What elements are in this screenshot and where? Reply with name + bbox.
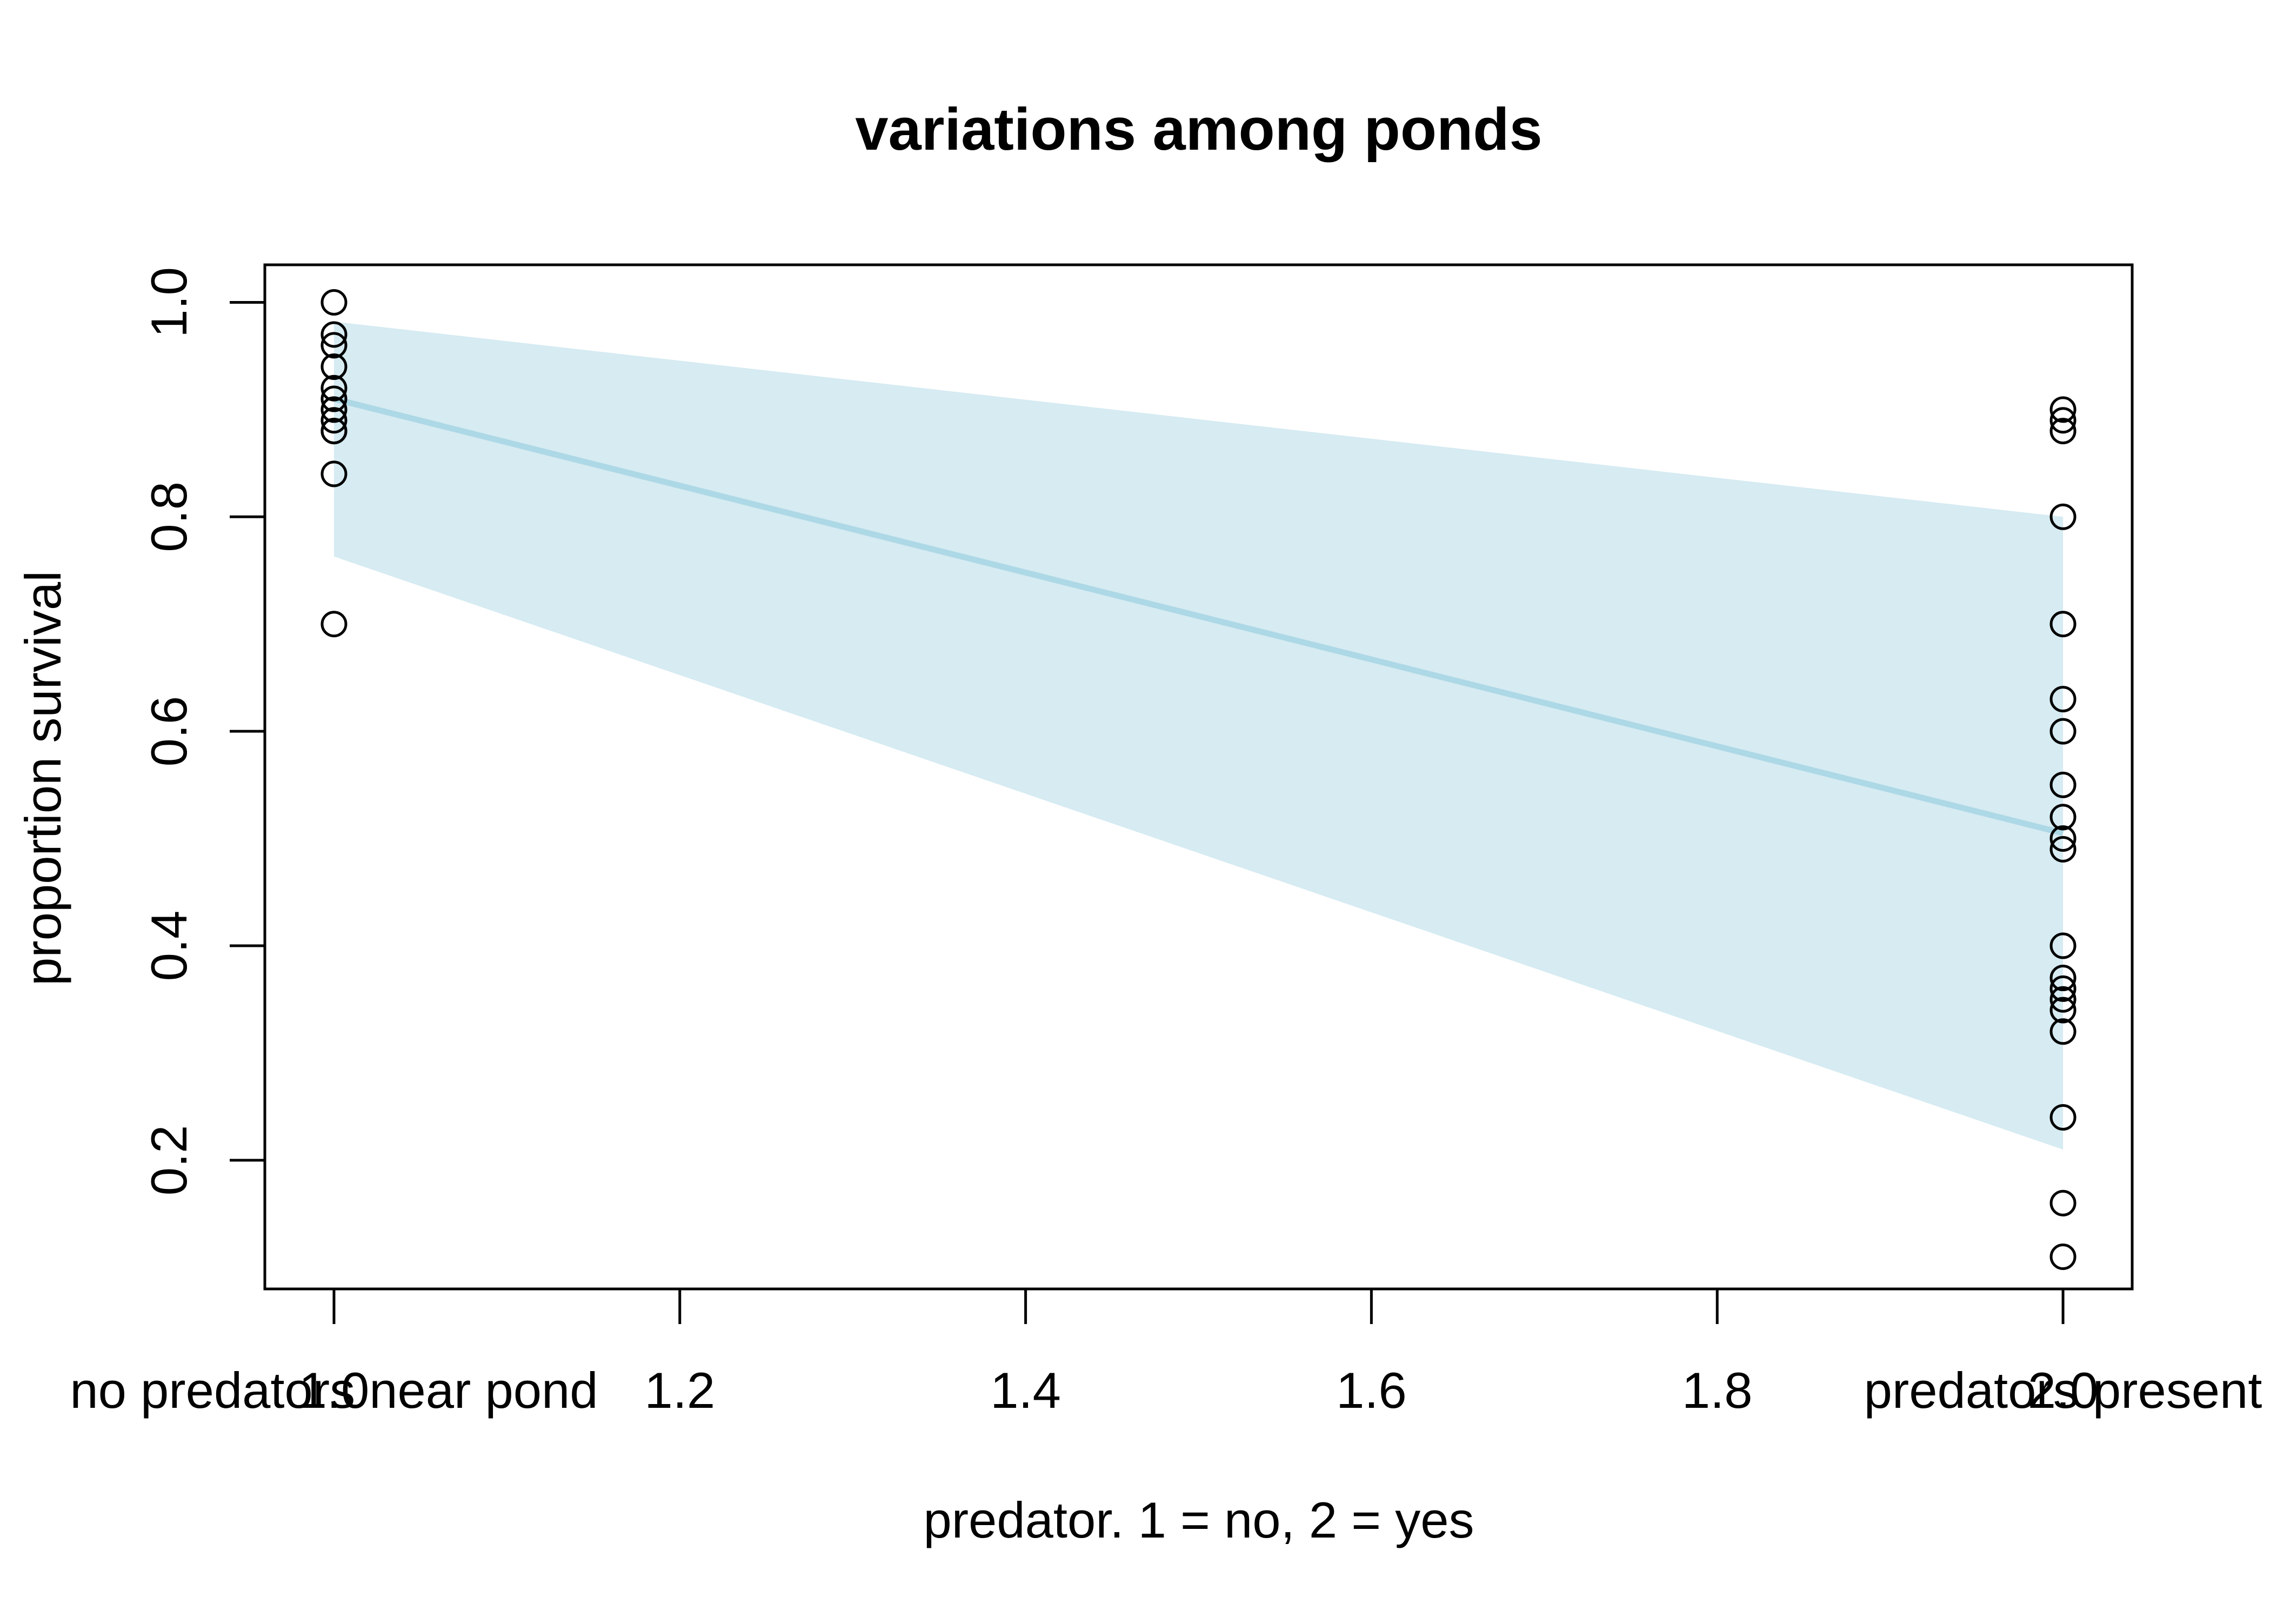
data-point — [2049, 771, 2077, 798]
data-points-layer — [321, 289, 2077, 1270]
x-tick-label: 1.4 — [990, 1362, 1061, 1419]
x-tick-label: 1.6 — [1336, 1362, 1407, 1419]
data-point — [2049, 503, 2077, 530]
y-tick-label: 1.0 — [141, 267, 197, 338]
data-point — [2049, 986, 2077, 1013]
data-point — [2049, 932, 2077, 959]
fit-line — [333, 396, 2064, 837]
x-tick-label: 1.2 — [644, 1362, 715, 1419]
data-point — [321, 353, 348, 380]
data-point — [2049, 686, 2077, 713]
y-tick-label: 0.6 — [141, 696, 197, 767]
group-label: no predators near pond — [70, 1362, 598, 1419]
data-point — [321, 321, 348, 348]
data-point — [2049, 825, 2077, 852]
chart-title: variations among ponds — [855, 96, 1542, 163]
data-point — [2049, 1104, 2077, 1131]
x-tick-label: 1.0 — [299, 1362, 370, 1419]
data-point — [321, 375, 348, 402]
confidence-band-layer — [333, 322, 2064, 1150]
plot-frame — [263, 263, 2134, 1291]
axes-layer: 1.0 1.2 1.4 1.6 1.8 2.0 no predators near pond… — [70, 263, 2262, 1419]
data-point — [321, 460, 348, 487]
group-label: predators present — [1864, 1362, 2262, 1419]
data-point — [2049, 418, 2077, 445]
y-tick-label: 0.2 — [141, 1125, 197, 1196]
y-tick-label: 0.8 — [141, 482, 197, 552]
data-point — [2049, 1018, 2077, 1045]
data-point — [2049, 396, 2077, 423]
data-point — [321, 418, 348, 445]
x-tick-label: 2.0 — [2028, 1362, 2099, 1419]
data-point — [2049, 975, 2077, 1002]
data-point — [321, 289, 348, 316]
confidence-band — [333, 322, 2064, 1150]
y-tick-label: 0.4 — [141, 911, 197, 981]
fit-line-layer — [333, 396, 2064, 837]
data-point — [321, 332, 348, 359]
data-point — [321, 396, 348, 423]
data-point — [2049, 997, 2077, 1024]
data-point — [2049, 407, 2077, 434]
x-tick-label: 1.8 — [1682, 1362, 1753, 1419]
data-point — [2049, 965, 2077, 992]
data-point — [2049, 1243, 2077, 1270]
data-point — [2049, 611, 2077, 638]
data-point — [2049, 804, 2077, 831]
data-point — [2049, 1189, 2077, 1217]
data-point — [321, 407, 348, 434]
data-point — [321, 611, 348, 638]
y-axis-label: proportion survival — [15, 571, 71, 986]
data-point — [321, 385, 348, 412]
data-point — [2049, 836, 2077, 863]
data-point — [2049, 718, 2077, 745]
x-axis-label: predator. 1 = no, 2 = yes — [923, 1492, 1474, 1548]
